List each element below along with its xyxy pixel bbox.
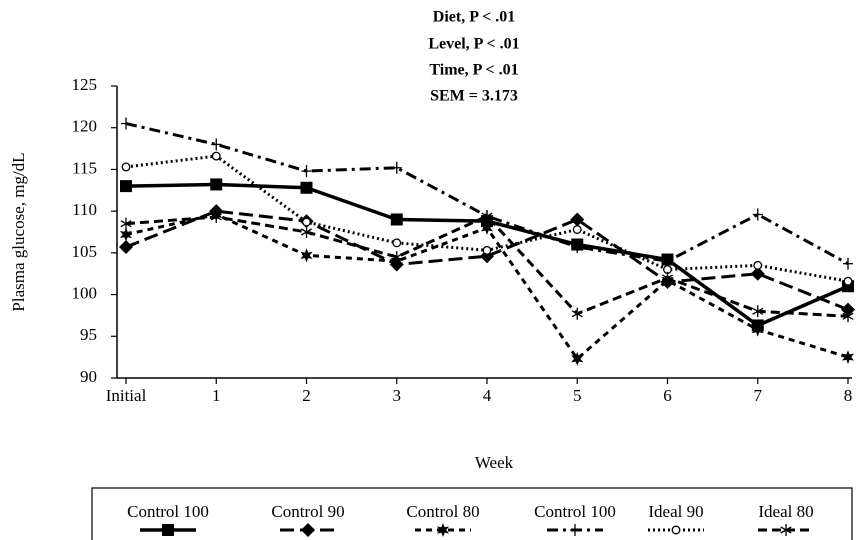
x-tick-label: Initial <box>106 386 147 405</box>
marker <box>570 212 585 227</box>
legend-label: Ideal 90 <box>648 502 703 521</box>
marker <box>570 524 580 536</box>
marker <box>211 151 221 161</box>
marker <box>671 525 681 535</box>
annotation: Time, P < .01 <box>429 62 518 79</box>
marker <box>211 138 222 151</box>
marker <box>119 240 133 255</box>
marker <box>391 251 403 264</box>
legend-label: Control 90 <box>271 502 344 521</box>
x-axis-label: Week <box>475 453 514 472</box>
marker <box>120 180 132 193</box>
annotation: Level, P < .01 <box>428 36 519 53</box>
y-tick-label: 105 <box>72 242 98 261</box>
x-tick-label: 7 <box>754 386 763 405</box>
x-tick-label: 3 <box>393 386 402 405</box>
marker <box>391 161 402 174</box>
marker <box>481 210 493 223</box>
marker <box>392 238 402 248</box>
legend-label: Control 100 <box>534 502 616 521</box>
marker <box>162 524 174 536</box>
y-tick-label: 115 <box>72 158 97 177</box>
marker <box>841 350 855 365</box>
marker <box>121 162 131 172</box>
legend-label: Control 80 <box>406 502 479 521</box>
y-tick-label: 90 <box>80 367 97 386</box>
marker <box>390 213 403 226</box>
marker <box>301 523 315 537</box>
marker <box>750 266 765 281</box>
series-line <box>125 214 849 318</box>
marker <box>210 210 222 223</box>
y-tick-label: 125 <box>72 75 98 94</box>
marker <box>752 305 764 318</box>
series-line <box>125 209 849 311</box>
marker <box>752 208 763 221</box>
annotation: SEM = 3.173 <box>430 88 518 105</box>
legend-label: Ideal 80 <box>758 502 813 521</box>
marker <box>300 248 313 263</box>
marker <box>572 225 582 234</box>
y-tick-label: 100 <box>72 283 98 302</box>
x-tick-label: 8 <box>844 386 853 405</box>
marker <box>119 227 133 242</box>
y-tick-label: 120 <box>72 117 98 136</box>
marker <box>120 217 132 230</box>
marker <box>842 310 854 323</box>
x-tick-label: 6 <box>663 386 672 405</box>
marker <box>753 260 763 270</box>
marker <box>300 226 313 238</box>
marker <box>780 524 792 536</box>
marker <box>572 241 583 254</box>
marker <box>841 302 855 317</box>
marker <box>571 307 583 320</box>
marker <box>302 217 311 227</box>
marker <box>301 165 312 178</box>
marker <box>436 523 450 537</box>
marker <box>571 351 584 366</box>
annotation: Diet, P < .01 <box>433 9 515 26</box>
y-tick-label: 95 <box>80 325 97 344</box>
x-tick-label: 1 <box>212 386 221 405</box>
marker <box>482 245 492 255</box>
marker <box>661 271 674 284</box>
y-axis-label: Plasma glucose, mg/dL <box>9 152 28 311</box>
x-tick-label: 2 <box>302 386 311 405</box>
marker <box>480 220 494 235</box>
marker <box>300 181 313 194</box>
marker <box>121 117 131 130</box>
x-tick-label: 4 <box>483 386 492 405</box>
marker <box>843 257 853 270</box>
marker <box>843 276 853 286</box>
x-tick-label: 5 <box>573 386 582 405</box>
marker <box>751 322 764 337</box>
series-line <box>125 122 849 266</box>
legend-box <box>91 487 853 540</box>
marker <box>210 178 223 191</box>
y-tick-label: 110 <box>72 200 97 219</box>
legend-label: Control 100 <box>127 502 209 521</box>
